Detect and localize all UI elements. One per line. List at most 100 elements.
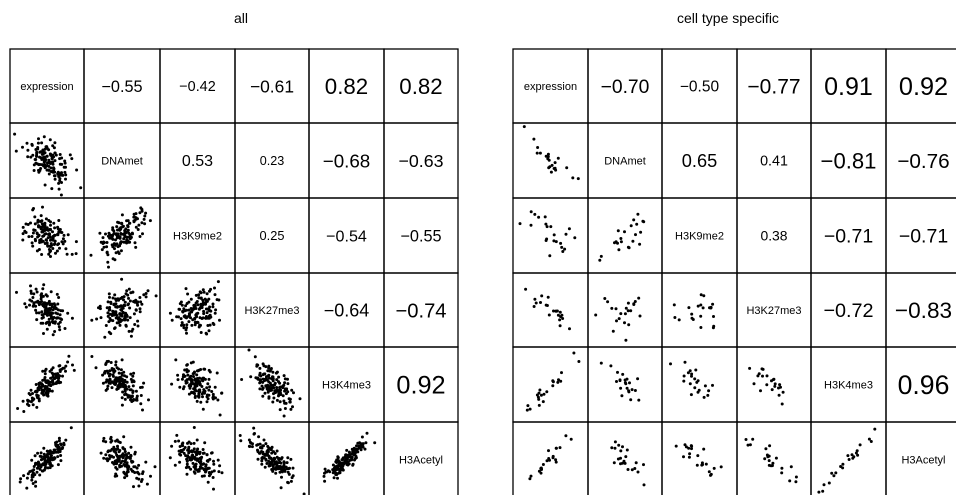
scatter-point [58,328,62,332]
matrix-cell-border [885,421,956,495]
scatter-point [109,332,113,336]
scatter-point [272,456,276,460]
scatter-point [341,467,345,471]
scatter-point [185,315,189,319]
scatter-point [186,448,190,452]
scatter-point [139,206,143,210]
scatter-point [137,223,141,227]
scatter-point [206,397,210,401]
scatter-point [189,316,192,320]
scatter-point [137,463,141,467]
scatter-point [48,235,52,239]
scatter-point [202,462,206,466]
matrix-panel-1: expression −0.70 −0.50 −0.77 0.91 0.92 DNAmet 0… [512,48,956,495]
scatter-point [336,455,340,459]
scatter-point [191,461,195,465]
scatter-point [694,368,698,372]
scatter-point [529,210,533,214]
scatter-point [548,458,551,462]
scatter-point [123,300,127,304]
scatter-point [354,448,358,452]
scatter-point [766,455,770,459]
scatter-point [193,385,197,389]
scatter-point [42,468,46,472]
scatter-point [546,295,550,299]
scatter-point [47,168,51,172]
scatter-point [193,450,197,454]
scatter-point [196,457,200,461]
scatter-point [271,400,275,404]
scatter-point [120,464,123,468]
scatter-point [256,450,260,454]
scatter-point [619,386,623,390]
scatter-point [126,455,130,459]
scatter-point [57,219,61,222]
scatter-point [188,450,192,453]
scatter-point [105,306,109,310]
scatter-point [34,287,38,291]
scatter-point [58,320,62,324]
scatter-point [189,442,193,446]
scatter-point [199,368,203,371]
scatter-point [21,145,24,149]
scatter-point [129,377,133,381]
scatter-point [194,462,198,466]
scatter-point [181,444,185,448]
scatter-point [195,399,199,403]
scatter-point [638,242,642,246]
scatter-point [693,377,697,381]
scatter-point [116,250,120,254]
scatter-point [52,155,56,159]
scatter-point [186,292,190,296]
scatter-point [208,289,211,293]
scatter-point [42,135,46,139]
scatter-point [131,374,135,378]
scatter-point [198,316,202,320]
scatter-point [127,385,131,389]
scatter-point [633,300,637,303]
scatter-point [131,460,135,464]
scatter-point [168,456,172,460]
scatter-point [699,293,703,297]
scatter-point [201,316,205,320]
scatter-point [90,355,94,358]
scatter-point [59,193,63,197]
scatter-point [27,392,31,395]
scatter-point [70,316,74,320]
scatter-point [118,449,122,452]
variable-label: DNAmet [604,156,646,168]
scatter-point [94,366,98,370]
scatter-point [558,324,562,328]
scatter-point [278,467,282,470]
scatter-point [118,228,122,232]
scatter-point [45,454,48,458]
scatter-point [134,225,138,229]
scatter-point [30,142,34,146]
scatter-point [31,296,35,299]
scatter-point [116,245,120,249]
scatter-point [613,446,617,450]
scatter-point [115,467,119,471]
scatter-point [547,313,551,317]
scatter-point [154,294,158,298]
scatter-point [701,306,705,310]
scatter-point [263,391,267,395]
scatter-point [26,155,30,159]
scatter-point [559,241,563,245]
scatter-point [194,380,198,384]
scatter-point [110,243,114,247]
matrix-panel-0: expression −0.55 −0.42 −0.61 0.82 0.82 DNAmet 0… [9,48,459,495]
scatter-point [113,293,117,297]
scatter-point [63,239,67,243]
scatter-point [129,291,133,295]
scatter-point [328,470,332,474]
scatter-point [104,324,108,327]
scatter-point [273,460,277,464]
scatter-point [275,378,279,382]
scatter-point [126,318,130,322]
scatter-point [549,170,553,174]
variable-label: H3K27me3 [746,305,801,317]
scatter-point [59,459,63,463]
scatter-point [116,444,119,448]
scatter-point [194,465,198,469]
